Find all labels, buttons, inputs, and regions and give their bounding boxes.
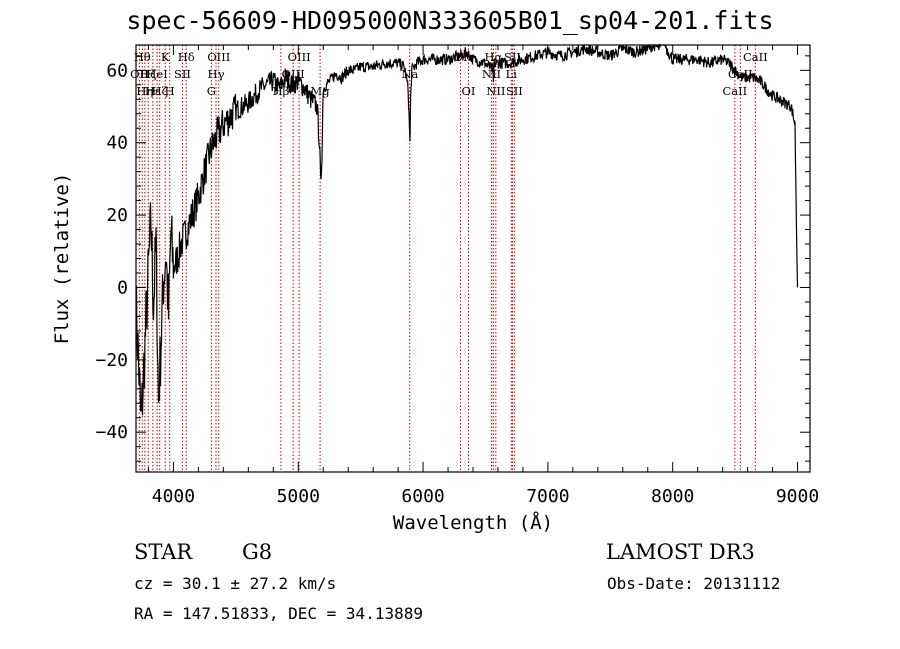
y-tick-label: 60 [106,60,128,81]
line-marker-label: G [207,84,216,98]
line-marker-label: Hζ [152,84,168,98]
x-axis-label: Wavelength (Å) [393,511,553,534]
line-marker-label: Hε [145,84,161,98]
observation-date: Obs-Date: 20131112 [607,574,781,593]
line-marker-label: OI [462,84,476,98]
line-marker-label: Hα [484,50,502,64]
plot-frame [135,44,811,473]
y-axis-label: Flux (relative) [51,173,73,345]
x-tick-label: 9000 [776,486,819,507]
x-tick-label: 4000 [152,486,195,507]
line-marker-label: Li [506,67,518,81]
line-marker-label: Hη [136,84,153,98]
line-marker-label: Mg [311,84,331,98]
line-marker-label: K [161,50,170,64]
line-marker-label: NII [486,84,505,98]
x-tick-label: 8000 [651,486,694,507]
axis-ticks: 4000 5000 6000 7000 8000 9000 −40 −20 0 20 40 60 [95,45,819,507]
line-marker-label: CaII [722,84,747,98]
line-marker-label: SII [506,84,523,98]
y-tick-label: 0 [117,277,128,298]
y-tick-label: −20 [95,350,128,371]
line-marker-label: SII [504,50,521,64]
line-marker-label: SII [174,67,191,81]
y-tick-label: 40 [106,133,128,154]
spectral-subclass: G8 [242,540,273,564]
object-class: STAR [134,540,193,564]
x-tick-label: 5000 [277,486,320,507]
line-marker-label: Hθ [134,50,151,64]
line-marker-label: Hγ [208,67,225,81]
spectral-line-markers [138,45,756,472]
x-tick-label: 7000 [526,486,569,507]
spectrum-line [135,43,799,416]
line-marker-label: HeI [146,67,167,81]
survey-name: LAMOST DR3 [606,540,755,564]
sky-coordinates: RA = 147.51833, DEC = 34.13889 [134,604,423,623]
line-marker-label: CaII [743,50,768,64]
chart-title: spec-56609-HD095000N333605B01_sp04-201.f… [126,6,774,35]
x-tick-label: 6000 [401,486,444,507]
line-marker-label: OIII [288,50,311,64]
y-tick-label: 20 [106,205,128,226]
line-marker-label: NII [482,67,501,81]
y-tick-label: −40 [95,422,128,443]
redshift-velocity: cz = 30.1 ± 27.2 km/s [134,574,337,593]
line-marker-label: Hδ [178,50,195,64]
spectral-line-labels: OIIHθHηHζHεHeIHζKHSIIHδGHγOIIIHβOIIIOIII… [130,50,768,98]
line-marker-label: OIII [207,50,230,64]
line-marker-label: H [165,84,175,98]
